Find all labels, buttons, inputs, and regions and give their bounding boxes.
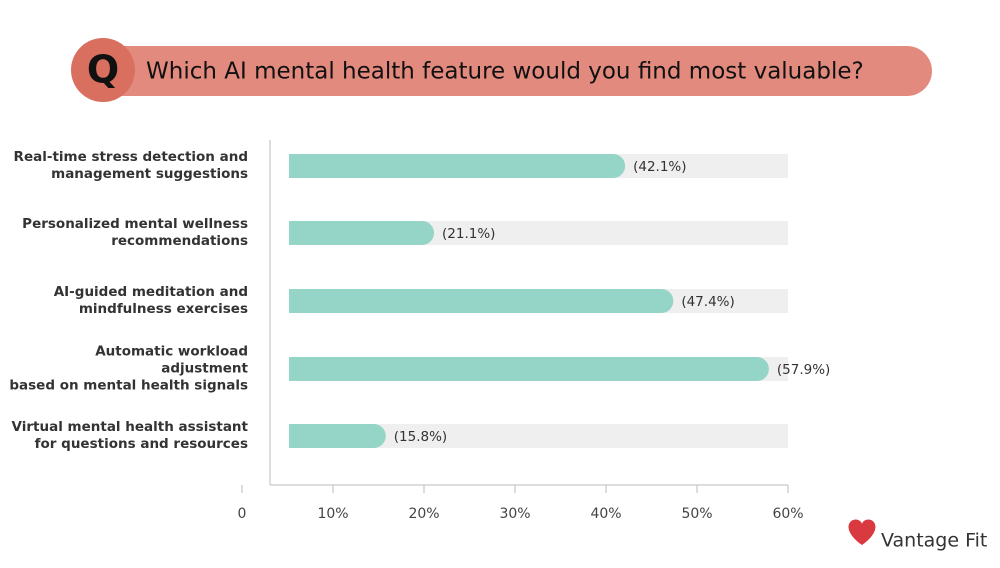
x-tick-label: 0: [238, 506, 247, 522]
value-label: (47.4%): [681, 294, 734, 310]
x-tick-label: 50%: [681, 506, 712, 522]
category-label: Virtual mental health assistant for ques…: [11, 419, 248, 452]
category-label: AI-guided meditation and mindfulness exe…: [53, 284, 248, 317]
bar: [289, 154, 626, 178]
bar: [289, 221, 435, 245]
badge-circle: [71, 38, 135, 102]
value-label: (15.8%): [394, 429, 447, 445]
bar: [289, 357, 769, 381]
title-pill: [74, 46, 932, 96]
bar: [289, 289, 674, 313]
category-label: Real-time stress detection and managemen…: [13, 149, 248, 182]
x-tick-label: 60%: [772, 506, 803, 522]
chart-title: Which AI mental health feature would you…: [146, 59, 864, 85]
badge: Q: [87, 48, 119, 92]
value-label: (57.9%): [777, 362, 830, 378]
bar: [289, 424, 386, 449]
x-tick-label: 10%: [317, 506, 348, 522]
brand-logo: [848, 519, 876, 545]
brand: Vantage Fit: [881, 530, 987, 552]
value-label: (21.1%): [442, 226, 495, 242]
value-label: (42.1%): [633, 159, 686, 175]
x-tick-label: 30%: [499, 506, 530, 522]
x-tick-label: 20%: [408, 506, 439, 522]
x-tick-label: 40%: [590, 506, 621, 522]
category-label: Automatic workload adjustment based on m…: [9, 343, 248, 394]
category-label: Personalized mental wellness recommendat…: [22, 216, 248, 249]
